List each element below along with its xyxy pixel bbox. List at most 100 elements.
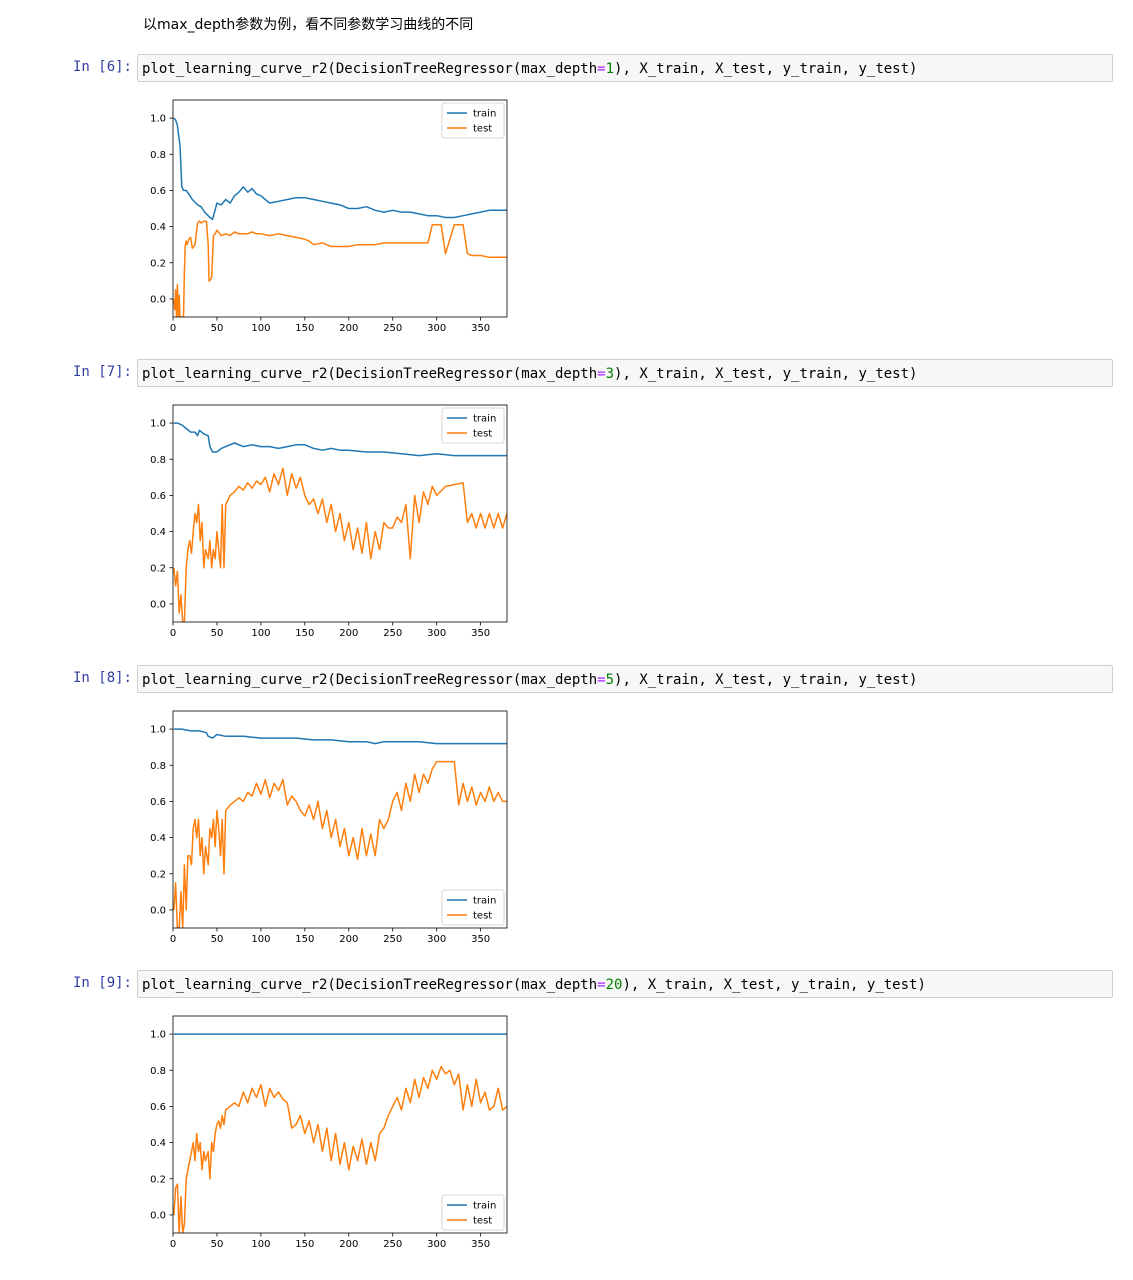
x-tick-label: 300 [427, 934, 446, 943]
legend: train test [441, 1194, 505, 1231]
x-tick-label: 50 [211, 628, 224, 637]
y-tick-label: 0.4 [150, 222, 166, 233]
code-number: 5 [605, 672, 615, 688]
code-text-tail: ), X_train, X_test, y_train, y_test) [614, 366, 918, 382]
y-tick-label: 0.8 [150, 455, 166, 466]
code-text: plot_learning_curve_r2(DecisionTreeRegre… [142, 977, 598, 993]
legend-label-train: train [473, 414, 496, 425]
chart-svg: 0 50 100 150 200 250 300 350 0.0 0.2 0.4 0.6 0.8 1.0 t… [150, 404, 508, 639]
code-input[interactable]: plot_learning_curve_r2(DecisionTreeRegre… [137, 359, 1113, 387]
series-line-train [173, 117, 507, 221]
x-tick-label: 250 [383, 934, 402, 943]
y-tick-label: 0.4 [150, 833, 166, 844]
x-tick-label: 350 [471, 323, 490, 332]
y-tick-label: 0.6 [150, 491, 166, 502]
x-tick-label: 350 [471, 934, 490, 943]
series-line-test [173, 760, 507, 928]
legend-label-train: train [473, 896, 496, 907]
x-tick-label: 200 [339, 934, 358, 943]
code-operator: = [597, 366, 606, 382]
legend-box [441, 889, 505, 926]
y-tick-label: 0.0 [150, 905, 166, 916]
x-tick-label: 50 [211, 323, 224, 332]
y-tick-label: 0.0 [150, 1210, 166, 1221]
plot-frame [172, 1015, 508, 1234]
legend-label-test: test [473, 911, 492, 922]
cell-prompt: In [7]: [72, 364, 132, 380]
code-text-tail: ), X_train, X_test, y_train, y_test) [614, 61, 918, 77]
x-tick-label: 250 [383, 1239, 402, 1248]
x-tick-label: 300 [427, 628, 446, 637]
code-text: plot_learning_curve_r2(DecisionTreeRegre… [142, 672, 598, 688]
y-tick-label: 0.4 [150, 1138, 166, 1149]
legend-label-test: test [473, 429, 492, 440]
x-tick-label: 200 [339, 628, 358, 637]
x-tick-label: 250 [383, 323, 402, 332]
x-tick-label: 150 [295, 628, 314, 637]
series-line-test [173, 467, 507, 622]
y-tick-label: 1.0 [150, 114, 166, 125]
legend: train test [441, 102, 505, 139]
x-tick-label: 150 [295, 934, 314, 943]
y-tick-label: 0.6 [150, 1102, 166, 1113]
y-tick-label: 0.8 [150, 1066, 166, 1077]
code-operator: = [597, 672, 606, 688]
y-tick-label: 0.6 [150, 186, 166, 197]
x-tick-label: 0 [170, 323, 176, 332]
x-tick-label: 0 [170, 628, 176, 637]
code-input[interactable]: plot_learning_curve_r2(DecisionTreeRegre… [137, 665, 1113, 693]
y-tick-label: 0.8 [150, 761, 166, 772]
legend-box [441, 102, 505, 139]
y-tick-label: 0.0 [150, 599, 166, 610]
y-tick-label: 0.8 [150, 150, 166, 161]
code-number: 3 [605, 366, 615, 382]
y-tick-label: 0.2 [150, 1174, 166, 1185]
series-line-train [173, 728, 507, 745]
x-tick-label: 250 [383, 628, 402, 637]
x-tick-label: 100 [251, 934, 270, 943]
y-tick-label: 0.2 [150, 258, 166, 269]
plot-frame [172, 404, 508, 623]
cell-prompt: In [8]: [72, 670, 132, 686]
code-operator: = [597, 61, 606, 77]
series-line-train [173, 422, 507, 457]
learning-curve-plot: 0 50 100 150 200 250 300 350 0.0 0.2 0.4 0.6 0.8 1.0 t… [140, 92, 520, 336]
code-input[interactable]: plot_learning_curve_r2(DecisionTreeRegre… [137, 54, 1113, 82]
y-tick-label: 0.4 [150, 527, 166, 538]
y-tick-label: 0.0 [150, 294, 166, 305]
cell-prompt: In [9]: [72, 975, 132, 991]
legend-label-train: train [473, 109, 496, 120]
x-tick-label: 150 [295, 1239, 314, 1248]
legend-label-train: train [473, 1201, 496, 1212]
x-tick-label: 350 [471, 628, 490, 637]
x-tick-label: 100 [251, 1239, 270, 1248]
x-tick-label: 350 [471, 1239, 490, 1248]
chart-svg: 0 50 100 150 200 250 300 350 0.0 0.2 0.4 0.6 0.8 1.0 t… [150, 99, 508, 334]
code-text-tail: ), X_train, X_test, y_train, y_test) [622, 977, 926, 993]
x-tick-label: 50 [211, 1239, 224, 1248]
x-tick-label: 0 [170, 1239, 176, 1248]
legend-label-test: test [473, 1216, 492, 1227]
code-text: plot_learning_curve_r2(DecisionTreeRegre… [142, 366, 598, 382]
legend-box [441, 407, 505, 444]
chart-svg: 0 50 100 150 200 250 300 350 0.0 0.2 0.4 0.6 0.8 1.0 t… [150, 710, 508, 945]
legend: train test [441, 407, 505, 444]
x-tick-label: 0 [170, 934, 176, 943]
code-number: 1 [605, 61, 615, 77]
code-operator: = [597, 977, 606, 993]
y-tick-label: 1.0 [150, 1030, 166, 1041]
series-line-test [173, 220, 507, 317]
code-input[interactable]: plot_learning_curve_r2(DecisionTreeRegre… [137, 970, 1113, 998]
learning-curve-plot: 0 50 100 150 200 250 300 350 0.0 0.2 0.4 0.6 0.8 1.0 t… [140, 703, 520, 947]
learning-curve-plot: 0 50 100 150 200 250 300 350 0.0 0.2 0.4 0.6 0.8 1.0 t… [140, 397, 520, 641]
y-tick-label: 0.2 [150, 563, 166, 574]
x-tick-label: 300 [427, 1239, 446, 1248]
x-tick-label: 100 [251, 628, 270, 637]
x-tick-label: 100 [251, 323, 270, 332]
code-text-tail: ), X_train, X_test, y_train, y_test) [614, 672, 918, 688]
y-tick-label: 1.0 [150, 725, 166, 736]
y-tick-label: 0.6 [150, 797, 166, 808]
code-number: 20 [605, 977, 623, 993]
cell-prompt: In [6]: [72, 59, 132, 75]
plot-frame [172, 99, 508, 318]
